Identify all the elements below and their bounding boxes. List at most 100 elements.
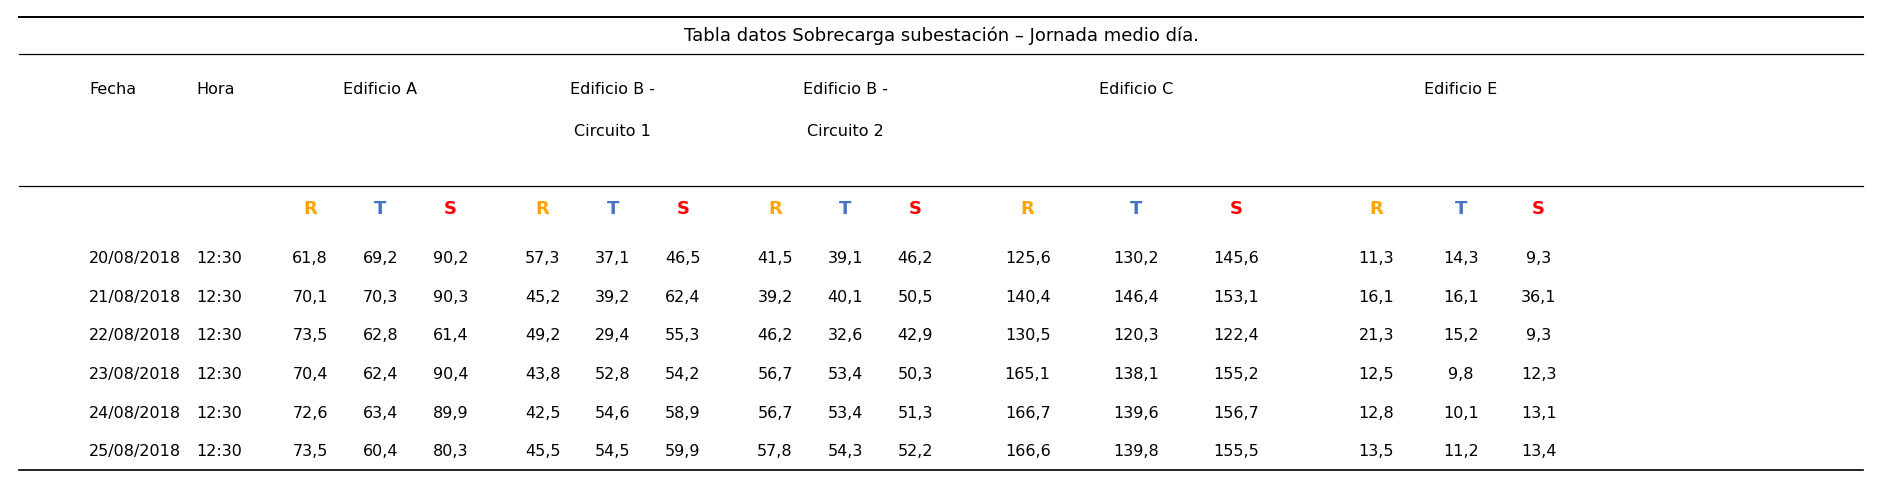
Text: 73,5: 73,5	[292, 444, 327, 459]
Text: 9,3: 9,3	[1526, 328, 1551, 344]
Text: 62,8: 62,8	[363, 328, 399, 344]
Text: 155,5: 155,5	[1214, 444, 1259, 459]
Text: 155,2: 155,2	[1214, 367, 1259, 382]
Text: 60,4: 60,4	[363, 444, 399, 459]
Text: 12,5: 12,5	[1359, 367, 1395, 382]
Text: S: S	[676, 201, 689, 218]
Text: Edificio B -: Edificio B -	[570, 82, 655, 97]
Text: S: S	[1532, 201, 1545, 218]
Text: 25/08/2018: 25/08/2018	[88, 444, 181, 459]
Text: 53,4: 53,4	[828, 406, 862, 420]
Text: 45,5: 45,5	[525, 444, 561, 459]
Text: 61,8: 61,8	[292, 252, 327, 266]
Text: 16,1: 16,1	[1443, 290, 1479, 305]
Text: 146,4: 146,4	[1114, 290, 1159, 305]
Text: S: S	[444, 201, 457, 218]
Text: 140,4: 140,4	[1005, 290, 1050, 305]
Text: Hora: Hora	[196, 82, 235, 97]
Text: 70,4: 70,4	[292, 367, 327, 382]
Text: 130,2: 130,2	[1114, 252, 1159, 266]
Text: 24/08/2018: 24/08/2018	[88, 406, 181, 420]
Text: 165,1: 165,1	[1005, 367, 1050, 382]
Text: 12:30: 12:30	[196, 406, 241, 420]
Text: T: T	[606, 201, 619, 218]
Text: 12,3: 12,3	[1521, 367, 1556, 382]
Text: R: R	[1020, 201, 1035, 218]
Text: 166,7: 166,7	[1005, 406, 1050, 420]
Text: 57,8: 57,8	[757, 444, 792, 459]
Text: 49,2: 49,2	[525, 328, 561, 344]
Text: 39,2: 39,2	[595, 290, 630, 305]
Text: 9,8: 9,8	[1449, 367, 1474, 382]
Text: 13,1: 13,1	[1521, 406, 1556, 420]
Text: 10,1: 10,1	[1443, 406, 1479, 420]
Text: 12,8: 12,8	[1359, 406, 1395, 420]
Text: 145,6: 145,6	[1214, 252, 1259, 266]
Text: 61,4: 61,4	[433, 328, 469, 344]
Text: 58,9: 58,9	[664, 406, 700, 420]
Text: 46,5: 46,5	[664, 252, 700, 266]
Text: R: R	[1370, 201, 1383, 218]
Text: 70,1: 70,1	[292, 290, 327, 305]
Text: 122,4: 122,4	[1214, 328, 1259, 344]
Text: T: T	[1455, 201, 1468, 218]
Text: 52,2: 52,2	[898, 444, 933, 459]
Text: 43,8: 43,8	[525, 367, 561, 382]
Text: R: R	[303, 201, 316, 218]
Text: 42,9: 42,9	[898, 328, 933, 344]
Text: 39,1: 39,1	[828, 252, 862, 266]
Text: 69,2: 69,2	[363, 252, 399, 266]
Text: R: R	[768, 201, 781, 218]
Text: 62,4: 62,4	[363, 367, 399, 382]
Text: 14,3: 14,3	[1443, 252, 1479, 266]
Text: 22/08/2018: 22/08/2018	[88, 328, 181, 344]
Text: 139,6: 139,6	[1114, 406, 1159, 420]
Text: 50,5: 50,5	[898, 290, 933, 305]
Text: 9,3: 9,3	[1526, 252, 1551, 266]
Text: 41,5: 41,5	[757, 252, 792, 266]
Text: 56,7: 56,7	[757, 367, 792, 382]
Text: Circuito 1: Circuito 1	[574, 124, 651, 139]
Text: 16,1: 16,1	[1359, 290, 1395, 305]
Text: 15,2: 15,2	[1443, 328, 1479, 344]
Text: 21/08/2018: 21/08/2018	[88, 290, 181, 305]
Text: 63,4: 63,4	[363, 406, 397, 420]
Text: 73,5: 73,5	[292, 328, 327, 344]
Text: 56,7: 56,7	[757, 406, 792, 420]
Text: 42,5: 42,5	[525, 406, 561, 420]
Text: 12:30: 12:30	[196, 328, 241, 344]
Text: 11,2: 11,2	[1443, 444, 1479, 459]
Text: 52,8: 52,8	[595, 367, 630, 382]
Text: 13,5: 13,5	[1359, 444, 1395, 459]
Text: 46,2: 46,2	[898, 252, 933, 266]
Text: 12:30: 12:30	[196, 290, 241, 305]
Text: 40,1: 40,1	[828, 290, 864, 305]
Text: 62,4: 62,4	[664, 290, 700, 305]
Text: 166,6: 166,6	[1005, 444, 1050, 459]
Text: T: T	[375, 201, 386, 218]
Text: 45,2: 45,2	[525, 290, 561, 305]
Text: 139,8: 139,8	[1114, 444, 1159, 459]
Text: 20/08/2018: 20/08/2018	[88, 252, 181, 266]
Text: 53,4: 53,4	[828, 367, 862, 382]
Text: Edificio A: Edificio A	[343, 82, 418, 97]
Text: 13,4: 13,4	[1521, 444, 1556, 459]
Text: 21,3: 21,3	[1359, 328, 1395, 344]
Text: 54,6: 54,6	[595, 406, 630, 420]
Text: 39,2: 39,2	[757, 290, 792, 305]
Text: 57,3: 57,3	[525, 252, 561, 266]
Text: 54,2: 54,2	[664, 367, 700, 382]
Text: 138,1: 138,1	[1114, 367, 1159, 382]
Text: 54,3: 54,3	[828, 444, 862, 459]
Text: 59,9: 59,9	[664, 444, 700, 459]
Text: 156,7: 156,7	[1214, 406, 1259, 420]
Text: S: S	[1229, 201, 1242, 218]
Text: S: S	[909, 201, 922, 218]
Text: 70,3: 70,3	[363, 290, 397, 305]
Text: R: R	[536, 201, 550, 218]
Text: T: T	[839, 201, 851, 218]
Text: 32,6: 32,6	[828, 328, 862, 344]
Text: 90,3: 90,3	[433, 290, 469, 305]
Text: T: T	[1131, 201, 1142, 218]
Text: 51,3: 51,3	[898, 406, 933, 420]
